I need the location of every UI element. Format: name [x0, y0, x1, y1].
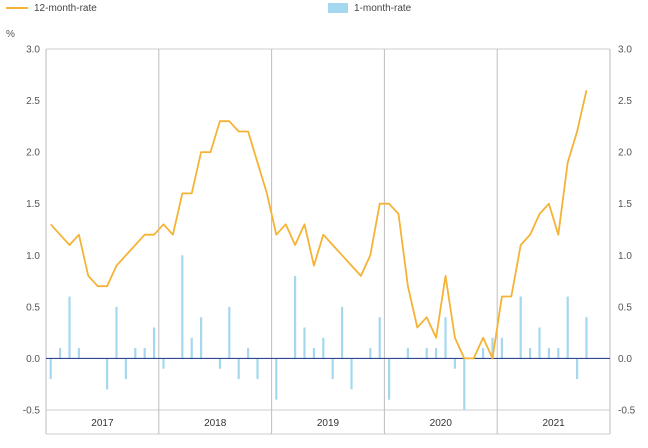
bar-1-month-rate: [529, 348, 532, 359]
bar-1-month-rate: [303, 327, 306, 359]
bar-1-month-rate: [425, 348, 428, 359]
y-tick-label-right: -0.5: [618, 406, 636, 417]
bar-1-month-rate: [143, 348, 146, 359]
bar-1-month-rate: [153, 327, 156, 359]
bar-1-month-rate: [181, 255, 184, 359]
x-year-label: 2020: [430, 418, 453, 429]
y-tick-label-right: 1.5: [618, 199, 632, 210]
line-12-month-rate: [50, 90, 588, 360]
bar-1-month-rate: [200, 317, 203, 359]
bar-1-month-rate: [49, 358, 52, 380]
bar-1-month-rate: [106, 358, 109, 390]
legend-item-1-month-rate[interactable]: 1-month-rate: [328, 2, 411, 14]
legend-label-12-month-rate: 12-month-rate: [34, 2, 97, 14]
bar-1-month-rate: [341, 306, 344, 359]
bar-1-month-rate: [369, 348, 372, 359]
bar-1-month-rate: [134, 348, 137, 359]
x-year-label: 2018: [204, 418, 227, 429]
bar-1-month-rate: [585, 317, 588, 359]
bar-1-month-rate: [538, 327, 541, 359]
x-year-label: 2017: [91, 418, 114, 429]
bar-1-month-rate: [406, 348, 409, 359]
line-series-12-month-rate: [50, 90, 588, 360]
bar-1-month-rate: [482, 348, 485, 359]
bar-1-month-rate: [59, 348, 62, 359]
bar-1-month-rate: [256, 358, 259, 380]
bar-series-1-month-rate: [49, 255, 588, 410]
bar-1-month-rate: [378, 317, 381, 359]
bar-1-month-rate: [453, 358, 456, 369]
y-axis-right: 3.0 2.5 2.0 1.5 1.0 0.5 0.0 -0.5: [618, 45, 636, 417]
y-tick-label-right: 2.0: [618, 148, 632, 159]
bar-1-month-rate: [162, 358, 165, 369]
bar-1-month-rate: [491, 337, 494, 359]
y-tick-label-right: 0.0: [618, 354, 632, 365]
legend-item-12-month-rate[interactable]: 12-month-rate: [6, 2, 97, 14]
bar-1-month-rate: [463, 358, 466, 410]
bar-1-month-rate: [444, 317, 447, 359]
y-tick-label-left: 3.0: [26, 45, 40, 56]
y-tick-label-right: 0.5: [618, 302, 632, 313]
bar-1-month-rate: [68, 296, 71, 359]
bar-1-month-rate: [218, 358, 221, 369]
bar-1-month-rate: [190, 337, 193, 359]
bar-1-month-rate: [294, 275, 297, 359]
y-tick-label-left: -0.5: [23, 406, 41, 417]
legend-label-1-month-rate: 1-month-rate: [354, 2, 412, 14]
bar-1-month-rate: [237, 358, 240, 380]
y-axis-unit: %: [6, 29, 15, 40]
y-tick-label-left: 1.5: [26, 199, 40, 210]
bar-1-month-rate: [557, 348, 560, 359]
bar-1-month-rate: [435, 348, 438, 359]
chart-legend: 12-month-rate 1-month-rate: [0, 0, 648, 16]
y-tick-label-left: 2.0: [26, 148, 40, 159]
y-tick-label-right: 3.0: [618, 45, 632, 56]
bar-1-month-rate: [519, 296, 522, 359]
y-tick-label-right: 2.5: [618, 96, 632, 107]
bar-1-month-rate: [228, 306, 231, 359]
y-axis-left: 3.0 2.5 2.0 1.5 1.0 0.5 0.0 -0.5: [23, 45, 41, 417]
y-tick-label-left: 0.0: [26, 354, 40, 365]
bar-1-month-rate: [566, 296, 569, 359]
bar-1-month-rate: [247, 348, 250, 359]
bar-1-month-rate: [350, 358, 353, 390]
legend-line-swatch: [6, 7, 28, 9]
y-tick-label-left: 1.0: [26, 251, 40, 262]
bar-1-month-rate: [312, 348, 315, 359]
bar-1-month-rate: [115, 306, 118, 359]
grid-lines: [45, 48, 611, 435]
x-axis-years: 2017 2018 2019 2020 2021: [91, 418, 565, 429]
bar-1-month-rate: [547, 348, 550, 359]
bar-1-month-rate: [124, 358, 127, 380]
legend-bar-swatch: [328, 3, 348, 13]
bar-1-month-rate: [77, 348, 80, 359]
bar-1-month-rate: [322, 337, 325, 359]
bar-1-month-rate: [500, 337, 503, 359]
bar-1-month-rate: [275, 358, 278, 400]
bar-1-month-rate: [388, 358, 391, 400]
x-year-label: 2021: [542, 418, 565, 429]
y-tick-label-left: 2.5: [26, 96, 40, 107]
bar-1-month-rate: [331, 358, 334, 380]
x-year-label: 2019: [317, 418, 340, 429]
bar-1-month-rate: [576, 358, 579, 380]
y-tick-label-left: 0.5: [26, 302, 40, 313]
y-tick-label-right: 1.0: [618, 251, 632, 262]
